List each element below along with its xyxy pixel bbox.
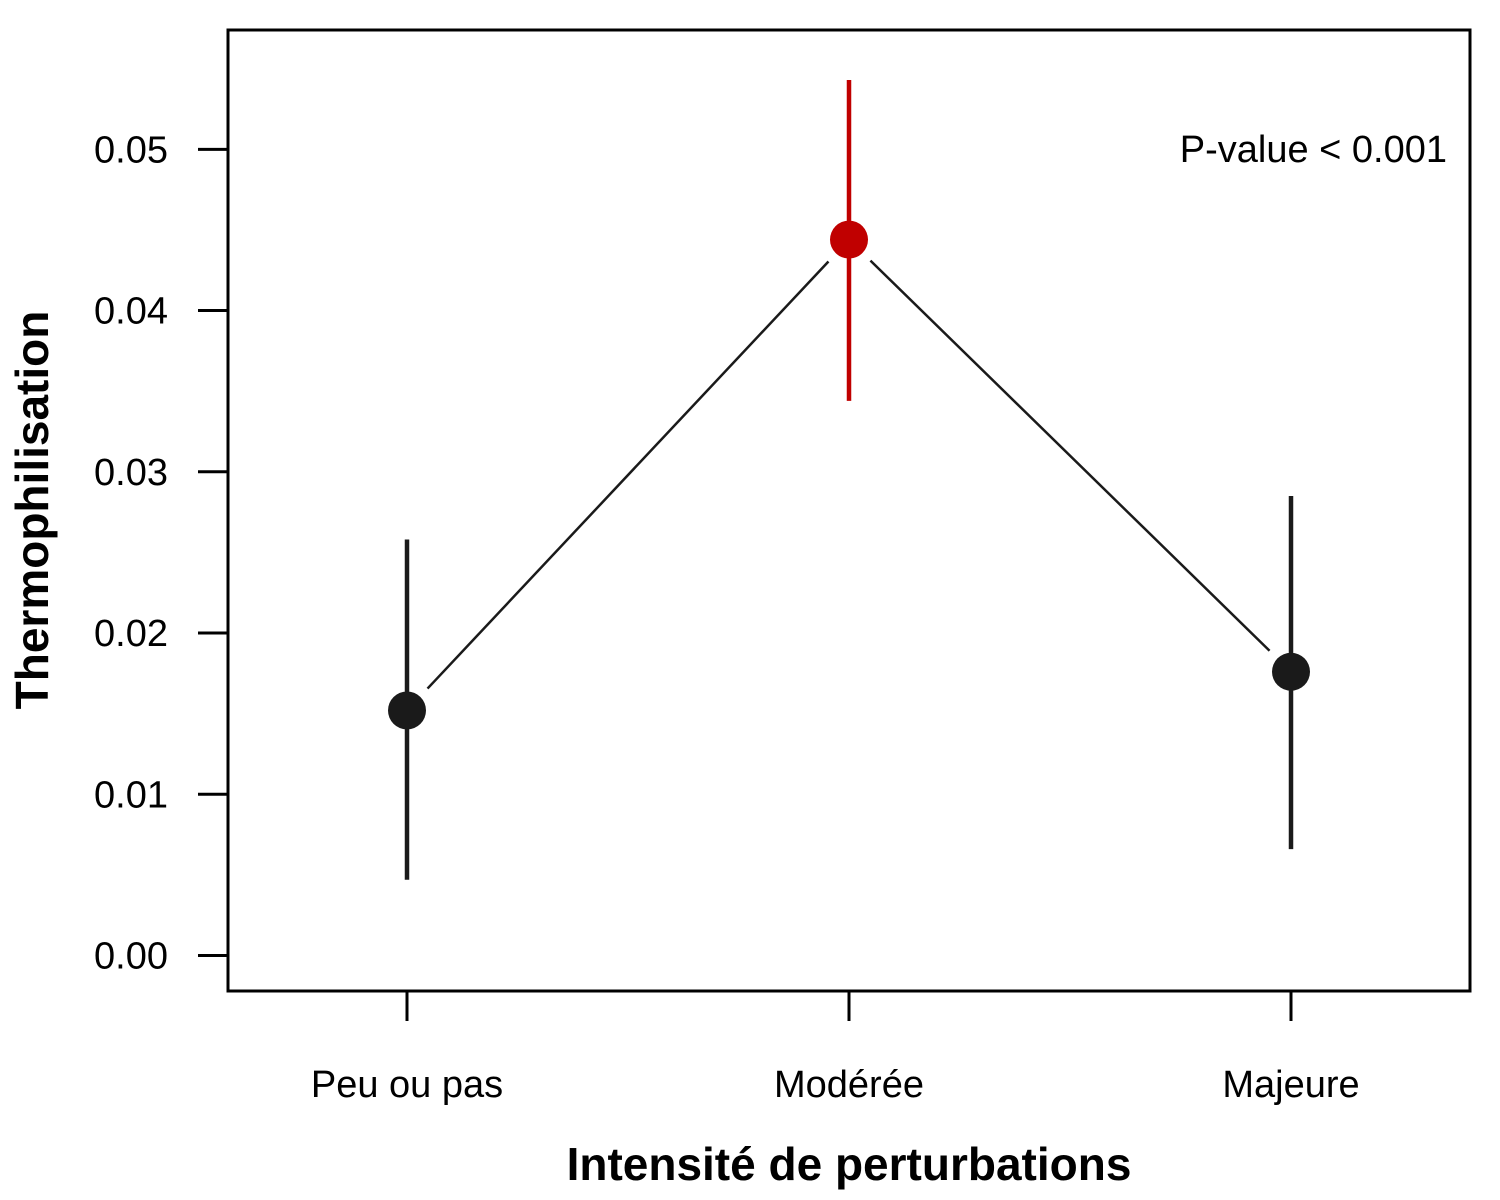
data-point-1 [830, 220, 868, 259]
x-axis-title: Intensité de perturbations [567, 1138, 1132, 1190]
connector-line-1 [869, 259, 1271, 652]
data-points [388, 220, 1310, 730]
y-axis: 0.00 0.01 0.02 0.03 0.04 0.05 [94, 129, 228, 978]
y-tick-label-0: 0.00 [94, 936, 168, 978]
y-tick-label-2: 0.02 [94, 613, 168, 655]
p-value-annotation: P-value < 0.001 [1180, 129, 1447, 171]
y-tick-label-5: 0.05 [94, 129, 168, 171]
data-point-2 [1272, 652, 1310, 691]
y-tick-label-3: 0.03 [94, 452, 168, 494]
data-point-0 [388, 691, 426, 730]
connector-line-0 [426, 260, 830, 690]
x-tick-label-2: Majeure [1222, 1064, 1359, 1106]
y-axis-title: Thermophilisation [6, 311, 58, 710]
error-bars [404, 79, 1294, 880]
y-tick-label-1: 0.01 [94, 774, 168, 816]
y-tick-label-4: 0.04 [94, 291, 168, 333]
connector-lines [426, 259, 1271, 690]
x-tick-label-0: Peu ou pas [311, 1064, 503, 1106]
x-tick-label-1: Modérée [774, 1064, 924, 1106]
x-axis: Peu ou pas Modérée Majeure [311, 991, 1360, 1106]
